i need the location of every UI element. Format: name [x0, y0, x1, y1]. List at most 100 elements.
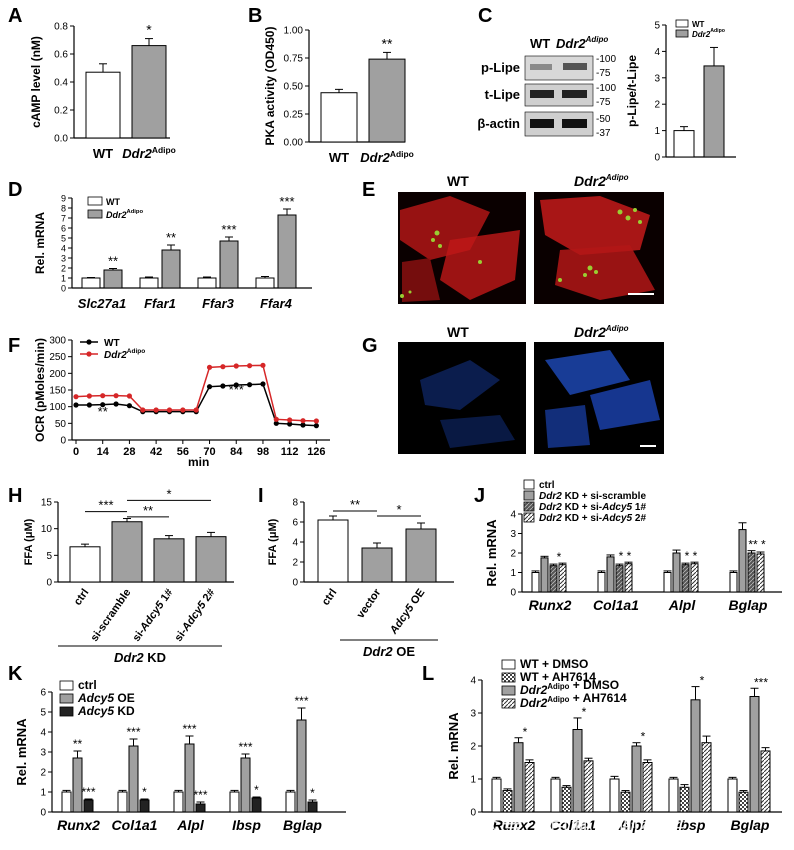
data-point — [233, 363, 239, 369]
blot-band — [562, 119, 587, 128]
data-point — [73, 402, 79, 408]
x-tick-label: Ffar1 — [144, 296, 176, 311]
y-tick-label: 200 — [49, 369, 66, 380]
legend-label: Ddr2Adipo + DMSO — [520, 678, 619, 697]
significance-mark: * * — [685, 549, 698, 563]
y-tick-label: 250 — [49, 352, 66, 363]
panel-label-d: D — [8, 179, 22, 201]
bar — [69, 546, 101, 583]
x-tick-label: Ffar4 — [260, 296, 293, 311]
legend-swatch — [501, 659, 516, 670]
image-e-wt-title: WT — [447, 173, 469, 189]
bar — [317, 519, 349, 583]
image-g-ddr2-super: Adipo — [605, 324, 629, 333]
bar — [631, 745, 642, 813]
x-tick-label: 126 — [307, 446, 325, 458]
bar — [285, 791, 296, 813]
y-tick-label: 4 — [654, 47, 660, 58]
data-point — [113, 393, 119, 399]
x-tick-label: Slc27a1 — [78, 296, 126, 311]
blot-label-actin: β-actin — [477, 116, 520, 131]
bar — [673, 130, 695, 158]
panel-letters: A B C D E F G H I J K L — [8, 5, 492, 685]
x-tick-label: 42 — [150, 446, 162, 458]
significance-mark: * * — [619, 549, 632, 563]
bar — [681, 564, 690, 593]
y-tick-label: 2 — [40, 768, 46, 779]
y-axis-label: Rel. mRNA — [14, 718, 29, 786]
y-tick-label: 5 — [654, 21, 660, 32]
confocal-images-e: WT Ddr2Adipo — [398, 173, 664, 304]
bar — [307, 801, 318, 813]
data-point — [220, 364, 226, 370]
y-tick-label: 10 — [41, 524, 53, 535]
y-tick-label: 0.2 — [54, 106, 68, 117]
bar — [729, 572, 738, 593]
y-tick-label: 0.8 — [54, 22, 68, 33]
y-tick-label: 4 — [470, 676, 476, 687]
legend-label: Ddr2Adipo — [692, 28, 725, 39]
bar — [197, 277, 217, 289]
significance-mark: * — [641, 730, 646, 744]
legend-label: Adcy5 OE — [77, 691, 135, 705]
blot-band — [562, 90, 587, 98]
image-e-ddr2-super: Adipo — [605, 173, 629, 182]
y-tick-label: 2 — [654, 100, 660, 111]
image-e-ddr2-title: Ddr2Adipo — [574, 173, 629, 189]
panel-label-f: F — [8, 335, 20, 357]
x-tick-label: WT — [329, 150, 349, 165]
bar — [615, 565, 624, 593]
x-tick-label: si-Adcy5 1# — [131, 587, 176, 644]
y-tick-label: 0 — [654, 153, 660, 164]
legend-label: WT — [692, 20, 705, 29]
blot-band — [530, 90, 554, 98]
y-tick-label: 3 — [470, 709, 476, 720]
y-tick-label: 2 — [61, 264, 66, 274]
bar — [296, 719, 307, 813]
significance-mark: ** — [73, 737, 83, 751]
data-point — [73, 394, 79, 400]
bar — [139, 799, 150, 813]
blot-label-p-lipe: p-Lipe — [481, 60, 520, 75]
data-point — [313, 423, 319, 429]
x-tick-label: Col1a1 — [550, 817, 596, 833]
blot-band — [530, 119, 554, 128]
x-tick-label: 70 — [203, 446, 215, 458]
legend-swatch — [501, 672, 516, 683]
legend-swatch — [523, 479, 535, 490]
bar — [747, 552, 756, 593]
bar — [701, 742, 712, 813]
bar — [219, 240, 239, 289]
y-axis-label: FFA (μM) — [267, 518, 279, 565]
significance-mark: *** — [279, 194, 294, 209]
data-point — [166, 407, 173, 413]
data-point — [300, 418, 306, 424]
significance-mark: ** — [143, 503, 153, 518]
bar — [251, 797, 262, 813]
bar — [540, 557, 549, 593]
y-tick-label: 6 — [292, 518, 298, 529]
western-blot: WT Ddr2Adipo p-Lipe t-Lipe β-actin -100 … — [477, 35, 616, 139]
bar — [128, 745, 139, 813]
bar — [277, 214, 297, 289]
y-tick-label: 3 — [654, 73, 660, 84]
bar — [558, 564, 567, 593]
legend-label: WT — [104, 338, 120, 349]
legend-label: ctrl — [78, 678, 97, 692]
bar — [83, 799, 94, 813]
y-tick-label: 0.6 — [54, 50, 68, 61]
x-tick-label: 112 — [281, 446, 299, 458]
y-tick-label: 5 — [61, 234, 66, 244]
bar — [642, 762, 653, 813]
blot-marker: -37 — [596, 128, 611, 139]
bar — [672, 552, 681, 593]
panel-label-k: K — [8, 663, 23, 685]
bar — [703, 65, 725, 158]
y-tick-label: 3 — [61, 254, 66, 264]
legend-label: Ddr2 KD + si-scramble — [539, 491, 646, 502]
y-tick-label: 5 — [46, 551, 52, 562]
x-tick-label: WT — [93, 146, 113, 161]
x-tick-label: Runx2 — [529, 597, 572, 613]
